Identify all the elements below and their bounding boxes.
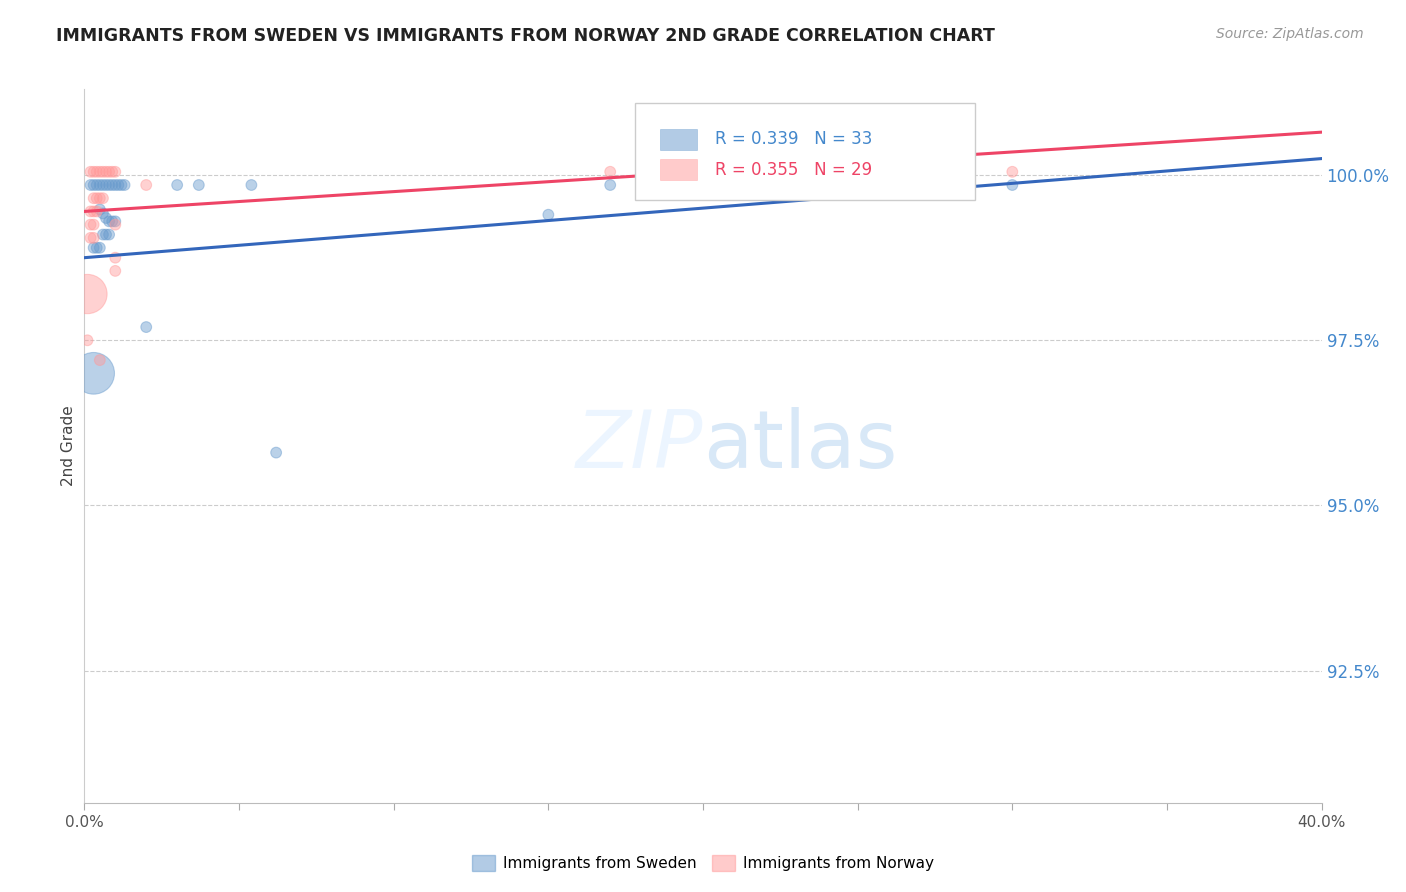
Point bbox=[104, 178, 127, 192]
Point bbox=[89, 178, 111, 192]
Point bbox=[110, 178, 132, 192]
Point bbox=[98, 165, 121, 179]
Bar bbox=[659, 128, 697, 150]
Point bbox=[101, 214, 124, 228]
Point bbox=[83, 191, 105, 205]
Point bbox=[89, 165, 111, 179]
Point bbox=[101, 165, 124, 179]
Point bbox=[79, 178, 101, 192]
Point bbox=[94, 165, 117, 179]
Point bbox=[240, 178, 263, 192]
Point bbox=[91, 165, 114, 179]
Point bbox=[135, 320, 157, 334]
Point bbox=[91, 227, 114, 242]
Point bbox=[104, 264, 127, 278]
Point bbox=[83, 231, 105, 245]
Point bbox=[264, 445, 287, 459]
Point bbox=[86, 204, 108, 219]
Point bbox=[83, 178, 105, 192]
Point bbox=[1001, 178, 1024, 192]
Point bbox=[86, 165, 108, 179]
Point bbox=[94, 227, 117, 242]
Point bbox=[104, 214, 127, 228]
Point bbox=[94, 178, 117, 192]
Point bbox=[76, 333, 98, 347]
Point bbox=[91, 178, 114, 192]
Point bbox=[537, 208, 560, 222]
Point bbox=[79, 218, 101, 232]
FancyBboxPatch shape bbox=[636, 103, 976, 200]
Point bbox=[98, 178, 121, 192]
Point bbox=[79, 231, 101, 245]
Point bbox=[83, 218, 105, 232]
Point bbox=[104, 218, 127, 232]
Point bbox=[76, 287, 98, 301]
Point bbox=[187, 178, 209, 192]
Point bbox=[98, 214, 121, 228]
Bar bbox=[659, 159, 697, 180]
Point bbox=[86, 191, 108, 205]
Text: ZIP: ZIP bbox=[575, 407, 703, 485]
Point bbox=[94, 211, 117, 225]
Point bbox=[79, 165, 101, 179]
Point bbox=[83, 367, 105, 381]
Point bbox=[166, 178, 188, 192]
Point bbox=[89, 191, 111, 205]
Point bbox=[599, 165, 621, 179]
Point bbox=[91, 206, 114, 220]
Point bbox=[91, 191, 114, 205]
Point bbox=[83, 165, 105, 179]
Point bbox=[107, 178, 129, 192]
Text: atlas: atlas bbox=[703, 407, 897, 485]
Point bbox=[1001, 165, 1024, 179]
Point bbox=[86, 178, 108, 192]
Text: R = 0.339   N = 33: R = 0.339 N = 33 bbox=[716, 130, 873, 148]
Point bbox=[599, 178, 621, 192]
Text: R = 0.355   N = 29: R = 0.355 N = 29 bbox=[716, 161, 873, 178]
Point bbox=[83, 204, 105, 219]
Point bbox=[114, 178, 136, 192]
Point bbox=[89, 202, 111, 217]
Text: IMMIGRANTS FROM SWEDEN VS IMMIGRANTS FROM NORWAY 2ND GRADE CORRELATION CHART: IMMIGRANTS FROM SWEDEN VS IMMIGRANTS FRO… bbox=[56, 27, 995, 45]
Point bbox=[101, 178, 124, 192]
Point bbox=[79, 204, 101, 219]
Point bbox=[135, 178, 157, 192]
Point bbox=[89, 241, 111, 255]
Y-axis label: 2nd Grade: 2nd Grade bbox=[60, 406, 76, 486]
Point bbox=[98, 227, 121, 242]
Point bbox=[104, 251, 127, 265]
Legend: Immigrants from Sweden, Immigrants from Norway: Immigrants from Sweden, Immigrants from … bbox=[467, 849, 939, 877]
Text: Source: ZipAtlas.com: Source: ZipAtlas.com bbox=[1216, 27, 1364, 41]
Point bbox=[89, 353, 111, 368]
Point bbox=[86, 241, 108, 255]
Point bbox=[83, 241, 105, 255]
Point bbox=[104, 165, 127, 179]
